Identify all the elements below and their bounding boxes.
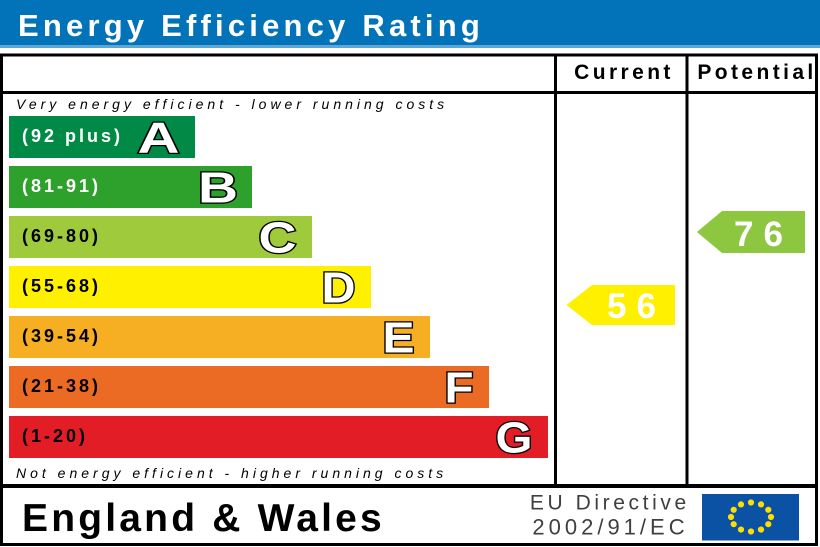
svg-text:A: A (138, 114, 180, 163)
svg-text:2002/91/EC: 2002/91/EC (532, 515, 688, 540)
svg-text:Very energy efficient - lower: Very energy efficient - lower running co… (16, 96, 448, 112)
svg-text:76: 76 (734, 215, 793, 254)
svg-text:(81-91): (81-91) (22, 176, 101, 196)
svg-text:F: F (445, 364, 474, 413)
svg-text:Current: Current (574, 61, 674, 84)
svg-text:56: 56 (607, 287, 666, 326)
svg-text:(69-80): (69-80) (22, 226, 101, 246)
svg-text:D: D (322, 264, 356, 313)
svg-text:Energy Efficiency Rating: Energy Efficiency Rating (18, 8, 484, 43)
svg-text:(92 plus): (92 plus) (22, 126, 123, 146)
svg-text:(55-68): (55-68) (22, 276, 101, 296)
svg-text:C: C (259, 214, 297, 263)
svg-text:Not energy efficient - higher: Not energy efficient - higher running co… (16, 465, 447, 481)
svg-text:EU Directive: EU Directive (530, 492, 690, 515)
svg-text:E: E (383, 314, 415, 363)
svg-text:G: G (496, 414, 533, 463)
svg-text:B: B (198, 164, 238, 213)
svg-text:Potential: Potential (697, 61, 816, 84)
svg-text:(1-20): (1-20) (22, 426, 88, 446)
svg-text:(21-38): (21-38) (22, 376, 101, 396)
svg-text:England & Wales: England & Wales (22, 497, 385, 540)
svg-text:(39-54): (39-54) (22, 326, 101, 346)
